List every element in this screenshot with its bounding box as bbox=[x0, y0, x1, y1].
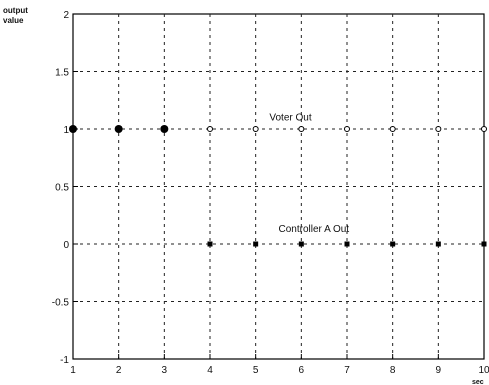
y-tick-label: -1 bbox=[60, 355, 69, 366]
controller-a-out-point bbox=[344, 241, 350, 247]
voter-out-point bbox=[298, 126, 305, 132]
x-tick-label: 5 bbox=[253, 365, 259, 376]
voter-out-point bbox=[207, 126, 213, 132]
voter-out-point bbox=[389, 126, 396, 132]
data-marks bbox=[69, 125, 487, 247]
y-tick-label: -0.5 bbox=[52, 298, 70, 309]
grid-lines bbox=[73, 14, 484, 359]
y-tick-label: 0 bbox=[63, 240, 69, 251]
x-tick-label: 7 bbox=[344, 365, 350, 376]
x-tick-label: 3 bbox=[162, 365, 168, 376]
controller-a-out-point bbox=[253, 241, 259, 247]
y-tick-label: 1.5 bbox=[55, 68, 69, 79]
voter-out-point bbox=[160, 125, 169, 133]
voter-out-point bbox=[114, 125, 123, 133]
y-axis-label-line2: value bbox=[3, 16, 24, 25]
x-axis-label-fragment: sec bbox=[472, 379, 484, 385]
x-tick-label: 4 bbox=[207, 365, 213, 376]
voter-out-point bbox=[481, 126, 487, 132]
x-tick-label: 2 bbox=[116, 365, 122, 376]
x-tick-label: 6 bbox=[299, 365, 305, 376]
x-tick-label: 8 bbox=[390, 365, 396, 376]
x-axis-ticks: 1 2 3 4 5 6 7 8 9 10 bbox=[70, 354, 489, 376]
y-tick-label: 0.5 bbox=[55, 183, 69, 194]
controller-a-out-point bbox=[298, 241, 304, 247]
series-annotation: Controller A Out bbox=[279, 224, 350, 235]
series-annotation: Voter Out bbox=[269, 112, 311, 123]
y-axis-ticks: 2 1.5 1 0.5 0 -0.5 -1 bbox=[52, 10, 78, 366]
controller-a-out-point bbox=[481, 241, 487, 247]
y-axis-label-line1: output bbox=[3, 6, 28, 15]
y-tick-label: 1 bbox=[63, 125, 69, 136]
y-tick-label: 2 bbox=[63, 10, 69, 21]
controller-a-out-point bbox=[207, 241, 213, 247]
voter-out-point bbox=[252, 126, 259, 132]
x-tick-label: 1 bbox=[70, 365, 76, 376]
controller-a-out-point bbox=[390, 241, 396, 247]
voter-out-point bbox=[344, 126, 350, 132]
voter-out-point bbox=[435, 126, 442, 132]
voter-out-point bbox=[69, 125, 77, 133]
x-tick-label: 9 bbox=[436, 365, 442, 376]
x-tick-label: 10 bbox=[478, 365, 489, 376]
annotations: Voter Out Controller A Out bbox=[269, 112, 349, 235]
controller-a-out-point bbox=[435, 241, 441, 247]
